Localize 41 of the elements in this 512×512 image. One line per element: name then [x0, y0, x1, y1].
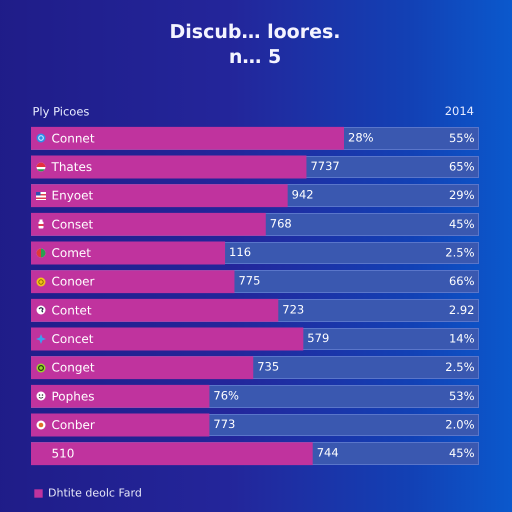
y-tick-label: Concet — [52, 332, 94, 346]
y-tick-label: Comet — [52, 246, 92, 260]
y2-tick-label: 45% — [448, 446, 475, 460]
y-tick-label: Contet — [52, 303, 92, 318]
y-tick-label: Connet — [52, 131, 95, 146]
annotation: 773 — [213, 417, 236, 431]
chart-title: Discub… loores. — [170, 21, 340, 43]
annotation: 768 — [270, 216, 292, 230]
y-tick-label: 510 — [52, 446, 74, 461]
text: 2014 — [444, 104, 474, 118]
y2-tick-label: 29% — [448, 188, 475, 202]
annotation: 7737 — [310, 159, 340, 173]
annotation: 579 — [307, 331, 330, 345]
chart-subtitle: n… 5 — [228, 46, 282, 68]
y-axis-title: Ply Picoes — [32, 104, 90, 118]
y2-tick-label: 2.5% — [445, 246, 475, 260]
annotation: 723 — [282, 302, 304, 316]
y-tick-label: Pophes — [52, 389, 95, 404]
y-tick-label: Conset — [52, 217, 94, 232]
y2-tick-label: 2.5% — [445, 360, 475, 374]
annotation: 942 — [292, 188, 314, 202]
legend-label: Dhtite deolc Fard — [48, 486, 142, 500]
y2-tick-label: 2.92 — [448, 302, 474, 317]
annotation: 28% — [348, 130, 374, 144]
y2-tick-label: 65% — [448, 160, 475, 174]
annotation: 744 — [316, 446, 339, 460]
y2-tick-label: 53% — [448, 388, 475, 403]
annotation: 116 — [229, 245, 252, 259]
y2-tick-label: 2.0% — [445, 418, 475, 432]
y-tick-label: Conber — [52, 418, 95, 432]
y-tick-label: Conoer — [52, 274, 95, 289]
y2-tick-label: 66% — [448, 274, 475, 288]
annotation: 76% — [213, 388, 240, 402]
y-tick-label: Enyoet — [52, 188, 94, 203]
y-tick-label: Thates — [50, 160, 92, 174]
y-tick-label: Conget — [52, 360, 95, 375]
annotation: 775 — [238, 274, 260, 288]
annotation: 735 — [257, 360, 280, 374]
y2-tick-label: 55% — [448, 130, 475, 145]
y2-tick-label: 45% — [448, 216, 475, 231]
y2-tick-label: 14% — [448, 332, 475, 346]
